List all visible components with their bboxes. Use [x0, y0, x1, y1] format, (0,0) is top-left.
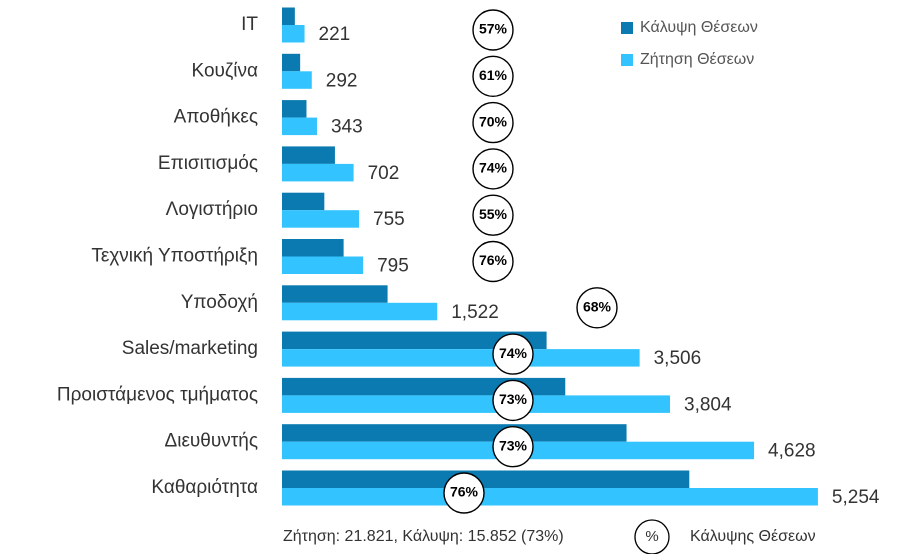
category-label: Διευθυντής	[165, 431, 258, 452]
bar	[282, 210, 360, 228]
coverage-label: 68%	[583, 299, 612, 315]
bar	[282, 331, 547, 350]
bar	[282, 163, 354, 182]
bar	[282, 239, 344, 257]
value-label: 755	[373, 209, 405, 230]
coverage-label: 76%	[450, 484, 479, 500]
coverage-circle	[472, 55, 514, 98]
coverage-label: 73%	[499, 391, 528, 407]
legend-label: Ζήτηση Θέσεων	[640, 51, 754, 68]
coverage-label: 55%	[479, 206, 508, 222]
coverage-label: 57%	[479, 21, 508, 37]
coverage-circle	[492, 426, 534, 468]
coverage-circle	[443, 472, 485, 514]
coverage-label: 70%	[479, 113, 508, 129]
circle-legend-symbol: %	[645, 528, 658, 545]
coverage-circle	[472, 9, 514, 51]
category-label: Υποδοχή	[181, 292, 258, 313]
legend-swatch	[621, 54, 633, 66]
coverage-label: 76%	[479, 252, 508, 268]
bar	[282, 424, 627, 442]
coverage-label: 73%	[499, 437, 528, 453]
bar	[282, 7, 295, 25]
bar	[282, 256, 364, 274]
category-label: Τεχνική Υποστήριξη	[91, 246, 258, 267]
legend-swatch	[621, 22, 633, 34]
bar	[282, 349, 640, 367]
bar	[282, 146, 335, 164]
circle-legend-label: Κάλυψης Θέσεων	[690, 528, 816, 545]
bar	[282, 488, 818, 506]
bar	[282, 192, 325, 211]
value-label: 4,628	[768, 441, 816, 462]
category-label: IT	[241, 14, 258, 35]
bar	[282, 25, 305, 43]
category-label: Sales/marketing	[122, 338, 258, 359]
value-label: 1,522	[451, 302, 499, 323]
category-label: Κουζίνα	[192, 60, 258, 81]
value-label: 343	[331, 117, 363, 138]
bar	[282, 100, 307, 118]
value-label: 795	[377, 256, 409, 277]
value-label: 702	[368, 163, 400, 184]
bar	[282, 285, 388, 303]
coverage-circle	[492, 379, 534, 422]
bar	[282, 470, 690, 488]
bar	[282, 302, 438, 321]
value-label: 3,804	[684, 394, 732, 415]
value-label: 3,506	[654, 348, 702, 369]
coverage-circle	[472, 240, 514, 283]
coverage-circle	[472, 194, 514, 236]
bar	[282, 53, 301, 72]
value-label: 5,254	[832, 487, 880, 508]
coverage-circle	[576, 287, 618, 329]
coverage-circle	[492, 333, 534, 375]
bar	[282, 377, 566, 396]
coverage-label: 74%	[479, 160, 508, 176]
category-label: Αποθήκες	[174, 107, 258, 128]
bar	[282, 117, 317, 136]
note: Ζήτηση: 21.821, Κάλυψη: 15.852 (73%)	[283, 528, 564, 545]
category-label: Καθαριότητα	[151, 477, 258, 498]
bar	[282, 395, 671, 413]
coverage-circle	[472, 148, 514, 190]
value-label: 221	[319, 24, 351, 45]
coverage-circle	[472, 101, 514, 144]
legend-label: Κάλυψη Θέσεων	[640, 19, 758, 36]
category-label: Προιστάμενος τμήματος	[57, 384, 258, 405]
coverage-label: 61%	[479, 67, 508, 83]
category-label: Επισιτισμός	[158, 153, 258, 174]
bar	[282, 71, 312, 89]
value-label: 292	[326, 70, 358, 91]
coverage-label: 74%	[499, 345, 528, 361]
category-label: Λογιστήριο	[166, 199, 258, 220]
